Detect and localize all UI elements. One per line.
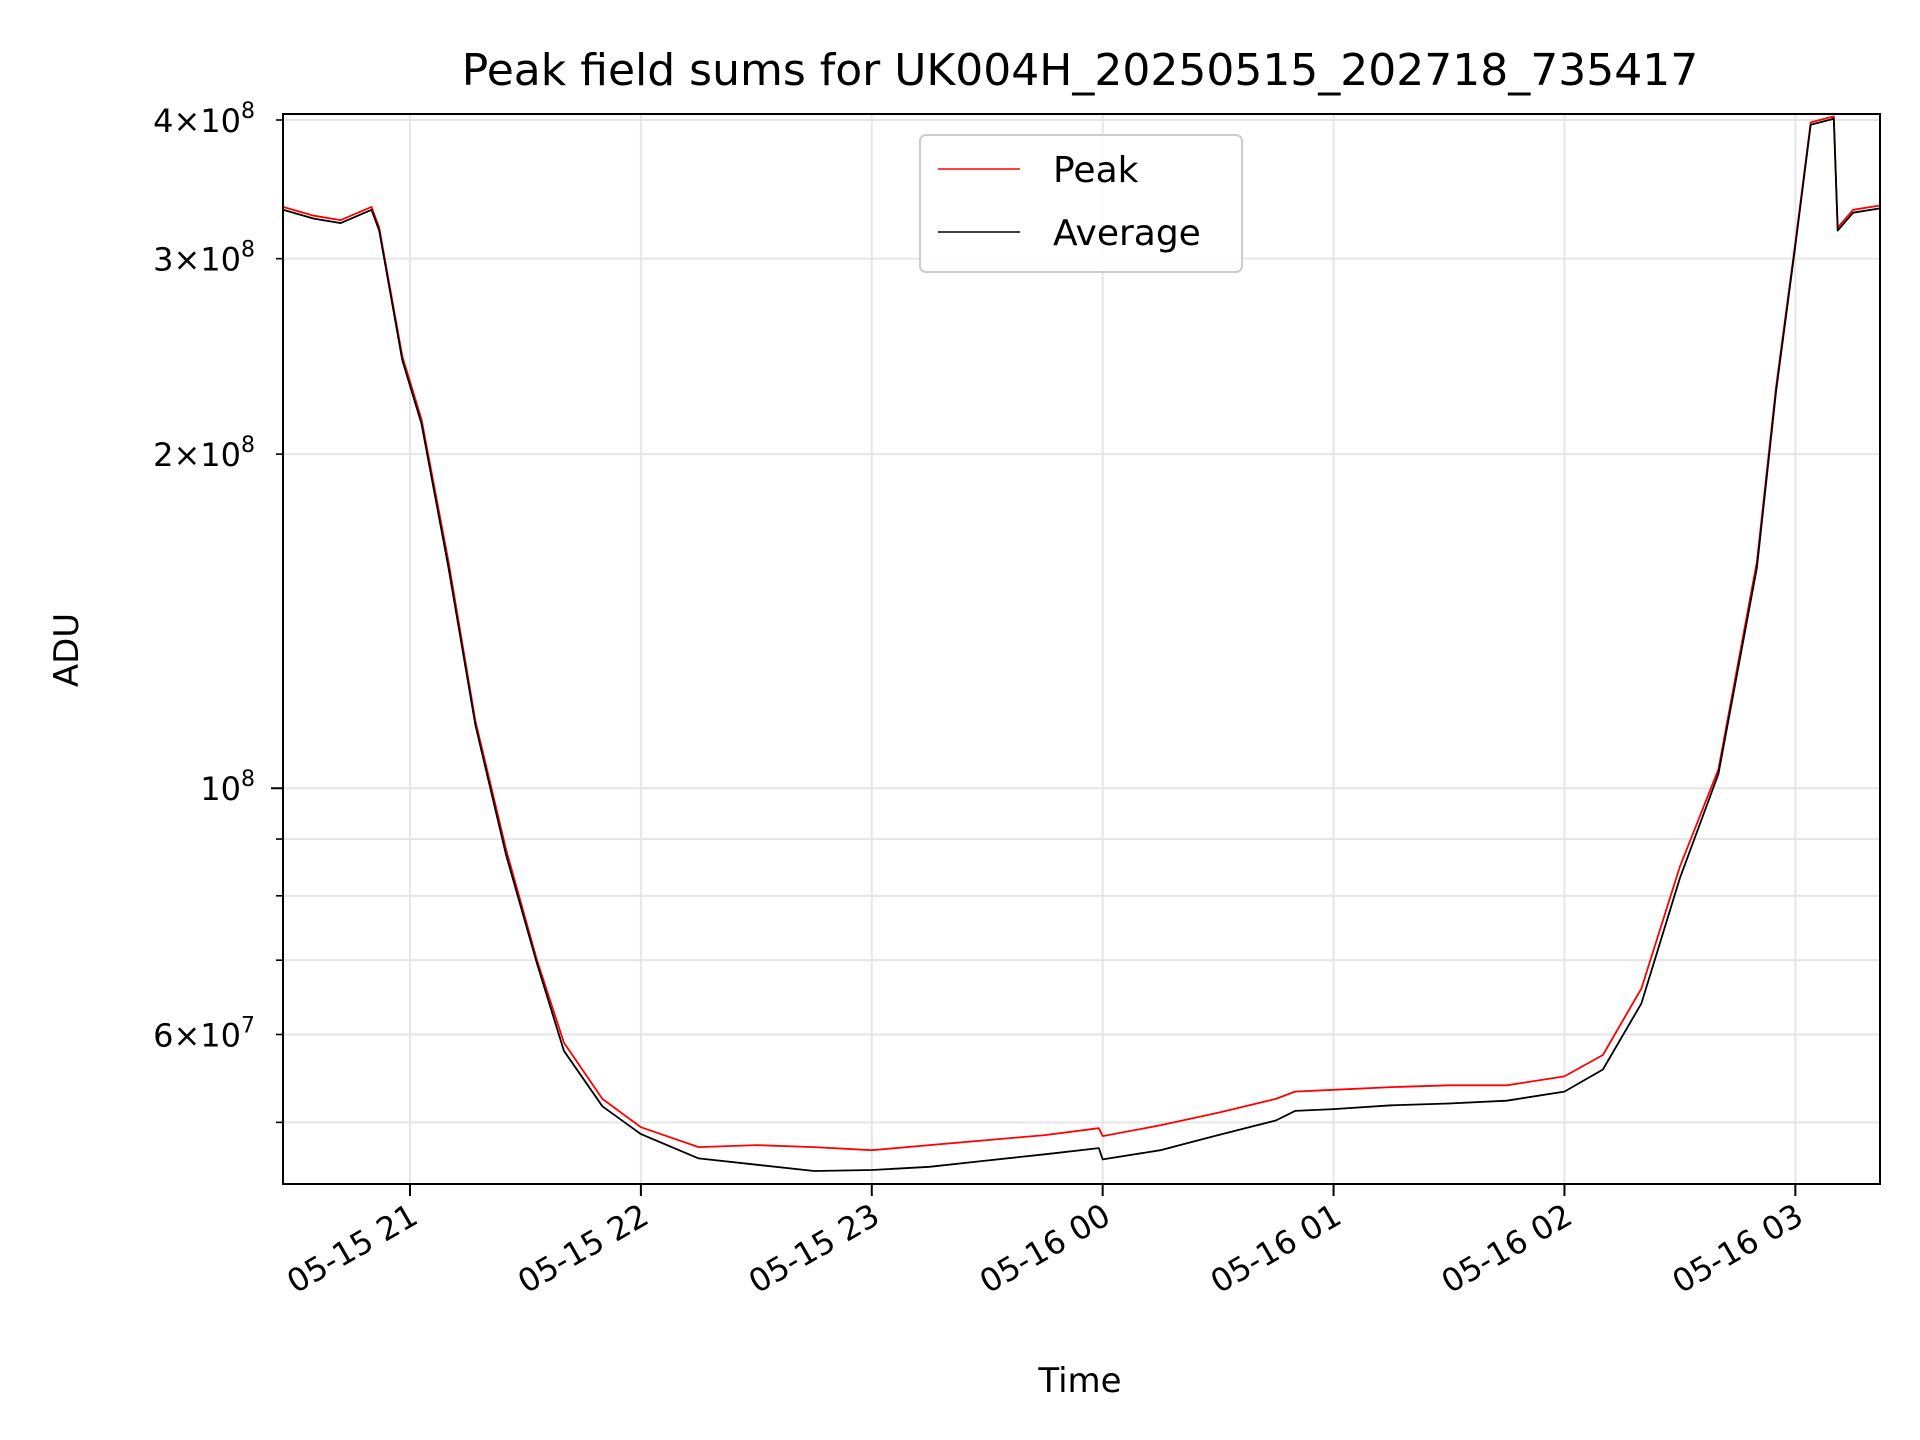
axes-frame [282, 113, 1881, 1185]
y-axis: 108 6×107 2×108 3×108 4×108 [153, 99, 283, 1124]
x-axis-label: Time [1037, 1361, 1121, 1401]
series-line-peak [282, 115, 1881, 1152]
y-tick-label: 4×108 [153, 99, 255, 140]
y-axis-label: ADU [47, 613, 87, 687]
legend-peak-label: Peak [1053, 150, 1139, 191]
series-line-average [282, 117, 1881, 1172]
y-tick-label: 3×108 [153, 238, 255, 279]
legend: Peak Average [919, 134, 1243, 273]
y-tick-label: 2×108 [153, 433, 255, 474]
y-tick-label: 6×107 [153, 1013, 255, 1054]
legend-average-label: Average [1053, 213, 1201, 254]
y-tick-label: 108 [200, 767, 255, 808]
plot-area [282, 115, 1881, 1172]
chart-title: Peak field sums for UK004H_20250515_2027… [462, 45, 1698, 96]
